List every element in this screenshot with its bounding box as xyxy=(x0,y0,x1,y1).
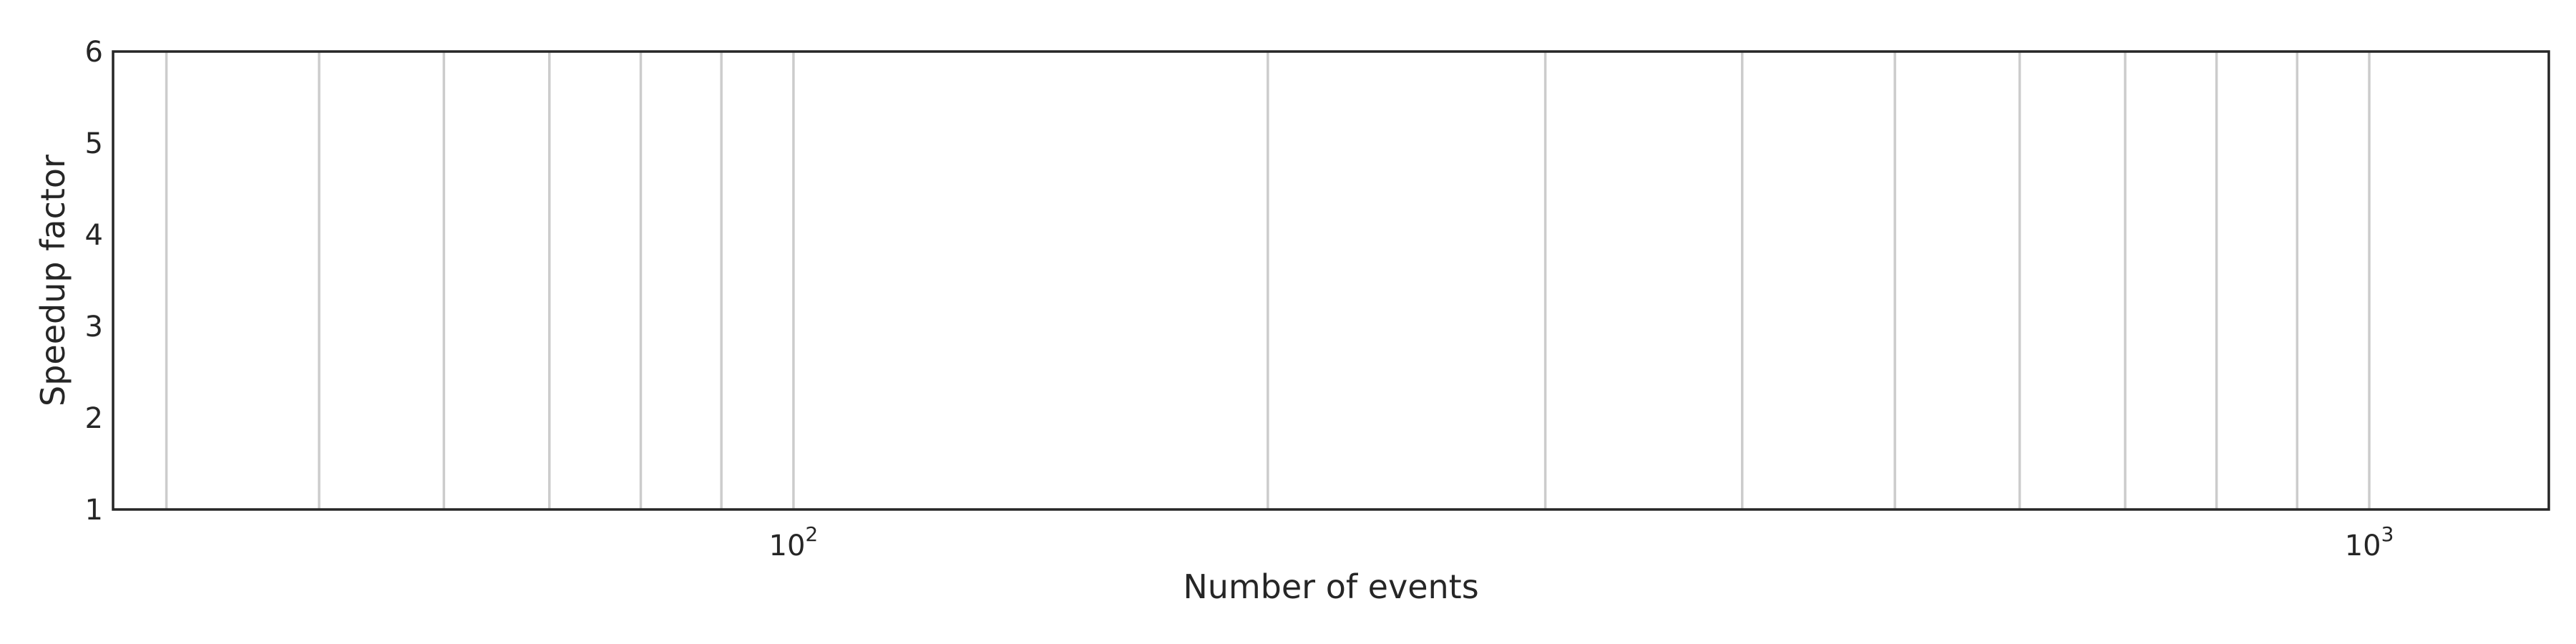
x-gridlines xyxy=(165,52,2371,509)
y-tick-label: 4 xyxy=(85,219,103,252)
x-tick-exponent: 3 xyxy=(2381,522,2394,546)
x-tick-label: 102 xyxy=(769,522,819,562)
y-tick-label: 1 xyxy=(85,494,103,527)
y-tick-labels: 1 2 3 4 5 6 xyxy=(85,36,103,527)
x-tick-labels: 102 103 xyxy=(769,522,2394,562)
y-tick-label: 3 xyxy=(85,311,103,343)
plot-area-frame xyxy=(112,50,2550,511)
x-tick-exponent: 2 xyxy=(805,522,818,546)
y-axis-label: Speedup factor xyxy=(34,155,72,406)
x-tick-base: 10 xyxy=(2345,530,2381,562)
x-tick-base: 10 xyxy=(769,530,806,562)
y-tick-label: 2 xyxy=(85,402,103,435)
x-tick-label: 103 xyxy=(2345,522,2394,562)
x-axis-label: Number of events xyxy=(1183,567,1478,606)
y-tick-label: 6 xyxy=(85,36,103,69)
y-tick-label: 5 xyxy=(85,127,103,160)
